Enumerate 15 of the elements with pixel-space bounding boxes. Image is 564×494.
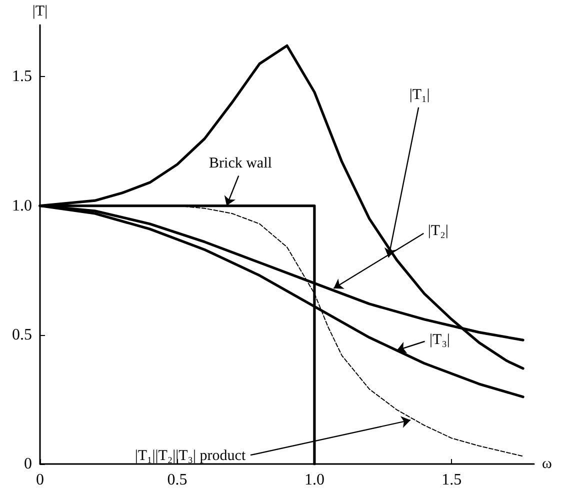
x-axis-title: ω bbox=[542, 456, 552, 472]
annotation: |T₃| bbox=[430, 332, 450, 348]
x-tick-label: 0 bbox=[36, 472, 44, 488]
annotation: |T₂| bbox=[428, 222, 448, 239]
y-axis-title: |T| bbox=[32, 4, 48, 20]
annotation: |T₁||T₂||T₃| product bbox=[134, 448, 246, 464]
y-tick-label: 1.5 bbox=[12, 68, 32, 86]
annotation: Brick wall bbox=[209, 156, 272, 172]
y-tick-label: 0.5 bbox=[12, 326, 32, 344]
x-tick-label: 1.0 bbox=[304, 472, 324, 488]
y-tick-label: 0 bbox=[24, 456, 32, 472]
annotation: |T₁| bbox=[409, 87, 430, 104]
x-tick-label: 1.5 bbox=[442, 472, 462, 488]
x-tick-label: 0.5 bbox=[167, 472, 188, 488]
y-tick-label: 1.0 bbox=[12, 197, 32, 214]
